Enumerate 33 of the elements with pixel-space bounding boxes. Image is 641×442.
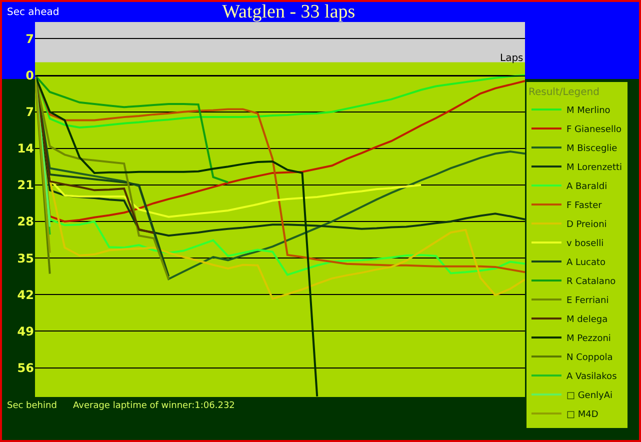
legend-label: A Baraldi bbox=[566, 182, 608, 192]
text: Sec ahead bbox=[7, 7, 60, 18]
legend-label: N Coppola bbox=[566, 353, 613, 364]
legend-label: A Lucato bbox=[566, 258, 606, 268]
legend-label: v boselli bbox=[566, 239, 604, 250]
legend-label: M Merlino bbox=[566, 106, 611, 116]
y-tick-label: 35 bbox=[17, 251, 34, 266]
y-tick-label: 21 bbox=[17, 178, 34, 192]
legend-label: A Vasilakos bbox=[566, 372, 618, 382]
x-axis-title: Laps bbox=[500, 53, 524, 64]
legend-label: M Lorenzetti bbox=[566, 163, 622, 174]
y-tick-label: 0 bbox=[26, 68, 34, 82]
y-tick-label: 42 bbox=[17, 288, 34, 302]
legend-label: M delega bbox=[566, 315, 608, 326]
y-tick-label: 7 bbox=[26, 105, 34, 120]
y-tick-label: 7 bbox=[26, 32, 34, 46]
y-tick-label: 49 bbox=[17, 324, 34, 338]
text: Sec behind bbox=[7, 401, 57, 411]
legend-label: □ M4D bbox=[566, 410, 598, 420]
legend-label: F Faster bbox=[566, 201, 602, 212]
legend-label: D Preioni bbox=[566, 220, 607, 230]
legend-label: □ GenlyAi bbox=[566, 391, 613, 402]
legend-title: Result/Legend bbox=[528, 87, 600, 98]
y-tick-label: 56 bbox=[17, 360, 34, 375]
legend-label: E Ferriani bbox=[566, 296, 609, 306]
legend-label: F Gianesello bbox=[566, 125, 622, 136]
y-tick-label: 28 bbox=[17, 214, 34, 229]
legend-label: M Bisceglie bbox=[566, 144, 618, 154]
legend-label: M Pezzoni bbox=[566, 334, 611, 344]
chart-title: Watglen - 33 laps bbox=[222, 1, 356, 22]
legend-label: R Catalano bbox=[566, 277, 616, 288]
y-tick-label: 14 bbox=[17, 142, 34, 156]
text: Average laptime of winner:1:06.232 bbox=[73, 401, 235, 411]
